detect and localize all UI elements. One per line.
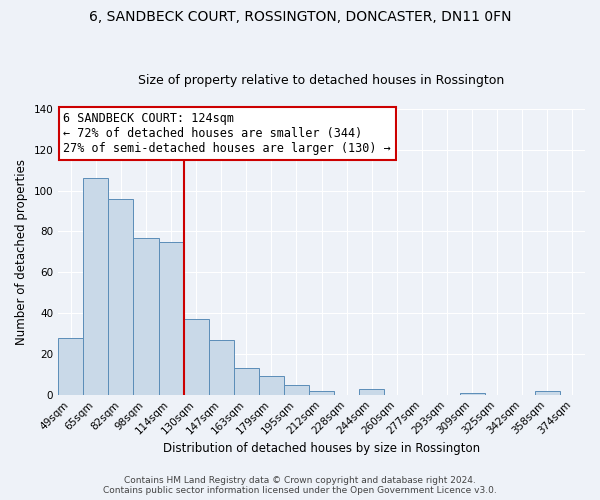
Text: 6 SANDBECK COURT: 124sqm
← 72% of detached houses are smaller (344)
27% of semi-: 6 SANDBECK COURT: 124sqm ← 72% of detach… bbox=[64, 112, 391, 155]
Bar bbox=[58, 338, 83, 394]
Bar bbox=[83, 178, 109, 394]
Title: Size of property relative to detached houses in Rossington: Size of property relative to detached ho… bbox=[139, 74, 505, 87]
Text: Contains HM Land Registry data © Crown copyright and database right 2024.
Contai: Contains HM Land Registry data © Crown c… bbox=[103, 476, 497, 495]
Bar bbox=[158, 242, 184, 394]
Y-axis label: Number of detached properties: Number of detached properties bbox=[15, 159, 28, 345]
Text: 6, SANDBECK COURT, ROSSINGTON, DONCASTER, DN11 0FN: 6, SANDBECK COURT, ROSSINGTON, DONCASTER… bbox=[89, 10, 511, 24]
Bar bbox=[309, 390, 334, 394]
Bar bbox=[460, 392, 485, 394]
Bar bbox=[234, 368, 259, 394]
Bar bbox=[259, 376, 284, 394]
Bar bbox=[535, 390, 560, 394]
Bar bbox=[209, 340, 234, 394]
Bar bbox=[284, 384, 309, 394]
Bar bbox=[184, 319, 209, 394]
Bar bbox=[359, 388, 385, 394]
X-axis label: Distribution of detached houses by size in Rossington: Distribution of detached houses by size … bbox=[163, 442, 480, 455]
Bar bbox=[133, 238, 158, 394]
Bar bbox=[109, 199, 133, 394]
